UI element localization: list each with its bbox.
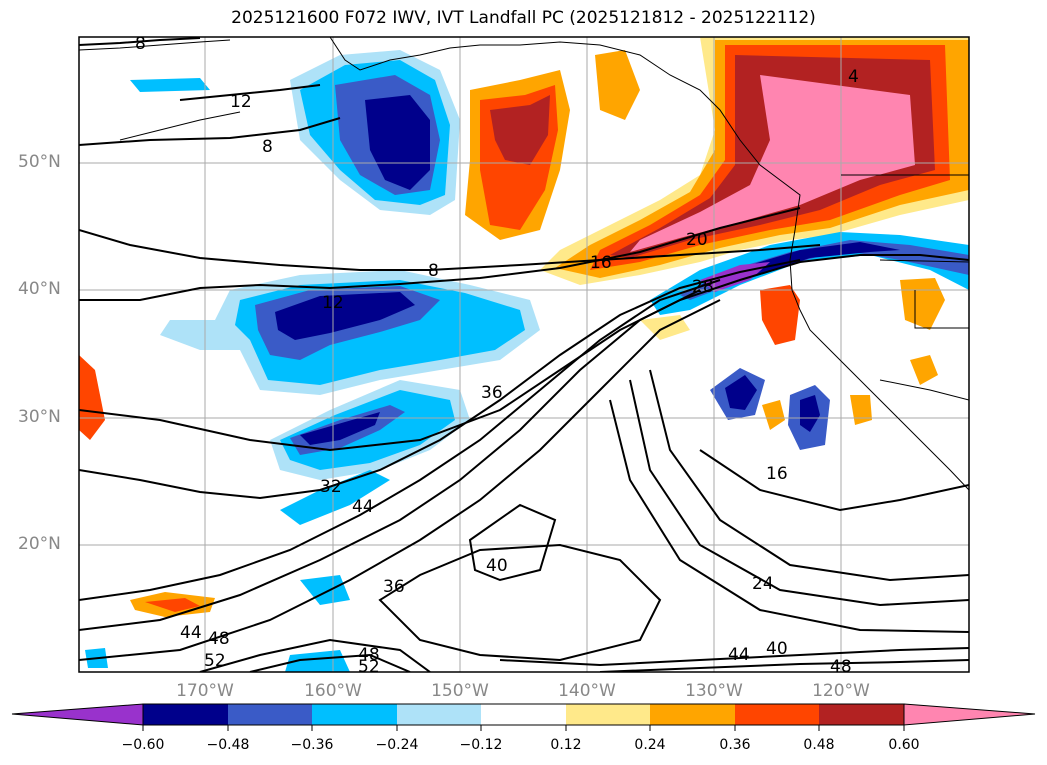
colorbar-tick-label: 0.24 (634, 737, 666, 753)
colorbar-tick-label: −0.24 (375, 737, 419, 753)
contour-label: 16 (590, 253, 612, 273)
map-plot-area (79, 37, 969, 672)
lat-label: 50°N (18, 152, 61, 172)
contour-label: 48 (208, 629, 230, 649)
contour-label: 8 (262, 137, 273, 157)
colorbar-segment (903, 703, 1036, 726)
contour-label: 12 (230, 92, 252, 112)
colorbar (11, 703, 1036, 731)
colorbar-segment (228, 704, 312, 725)
colorbar-segment (312, 704, 397, 725)
contour-label: 36 (383, 577, 405, 597)
colorbar-segment (735, 704, 819, 725)
lat-label: 30°N (18, 407, 61, 427)
contour-label: 40 (766, 639, 788, 659)
colorbar-tick-label: −0.12 (459, 737, 503, 753)
contour-label: 28 (692, 277, 714, 297)
contour-lines (79, 37, 969, 672)
lat-label: 40°N (18, 279, 61, 299)
contour-label: 44 (728, 645, 750, 665)
contour-label-group: 8 12 8 8 4 20 16 28 12 36 32 44 16 40 36… (135, 34, 859, 677)
contour-label: 44 (180, 623, 202, 643)
contour-label: 36 (481, 383, 503, 403)
lon-label: 140°W (558, 681, 616, 701)
lon-label: 150°W (431, 681, 489, 701)
contour-label: 4 (848, 67, 859, 87)
colorbar-segment (143, 704, 228, 725)
contour-label: 20 (686, 230, 708, 250)
colorbar-tick-label: −0.48 (206, 737, 250, 753)
colorbar-tick-label: 0.12 (550, 737, 582, 753)
colorbar-tick-label: −0.36 (290, 737, 334, 753)
map-title: 2025121600 F072 IWV, IVT Landfall PC (20… (231, 8, 816, 28)
map-frame (78, 36, 970, 673)
contour-label: 44 (352, 497, 374, 517)
colorbar-segment (566, 704, 650, 725)
contour-label: 8 (135, 34, 146, 54)
colorbar-tick-label: 0.60 (888, 737, 920, 753)
lat-label: 20°N (18, 534, 61, 554)
contour-label: 16 (766, 464, 788, 484)
colorbar-segment (650, 704, 735, 725)
lon-label: 120°W (812, 681, 870, 701)
contour-label: 12 (322, 293, 344, 313)
contour-label: 52 (204, 651, 226, 671)
contour-label: 48 (358, 645, 380, 665)
lon-label: 160°W (304, 681, 362, 701)
contour-label: 24 (752, 574, 774, 594)
contour-label: 48 (830, 657, 852, 677)
contour-label: 32 (320, 477, 342, 497)
contour-label: 52 (358, 657, 380, 677)
colorbar-segment (481, 704, 566, 725)
map-grid (79, 37, 969, 672)
colorbar-segment (11, 703, 144, 726)
contour-label: 8 (428, 261, 439, 281)
coastlines (79, 37, 969, 491)
lon-label: 130°W (685, 681, 743, 701)
colorbar-tick-label: 0.36 (719, 737, 751, 753)
colorbar-tick-label: 0.48 (803, 737, 835, 753)
colorbar-segment (819, 704, 904, 725)
colorbar-tick-label: −0.60 (121, 737, 165, 753)
lon-label: 170°W (176, 681, 234, 701)
contour-label: 40 (486, 556, 508, 576)
colorbar-segment (397, 704, 481, 725)
